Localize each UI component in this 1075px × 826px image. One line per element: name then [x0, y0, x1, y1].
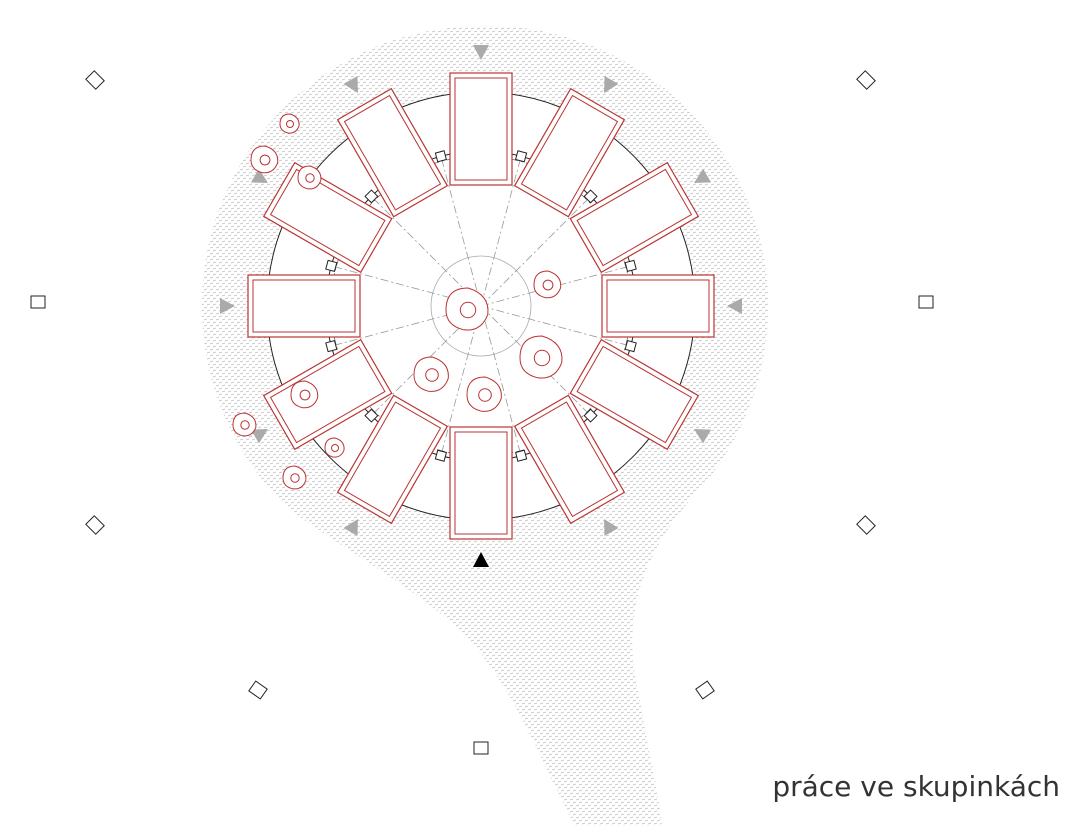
column — [516, 151, 527, 162]
person — [251, 146, 278, 173]
person — [534, 271, 561, 298]
column — [326, 341, 337, 352]
person — [291, 381, 318, 408]
column — [625, 260, 636, 271]
post — [696, 681, 714, 699]
post — [857, 71, 875, 89]
post — [474, 742, 488, 754]
person — [298, 166, 321, 189]
post — [857, 516, 875, 534]
column — [435, 151, 446, 162]
post — [249, 681, 267, 699]
caption: práce ve skupinkách — [772, 770, 1060, 803]
person — [325, 438, 344, 457]
panel — [450, 427, 512, 539]
column — [326, 260, 337, 271]
post — [86, 516, 104, 534]
person — [283, 466, 306, 489]
panel — [602, 275, 714, 337]
post — [919, 296, 933, 308]
post — [31, 296, 45, 308]
panel — [450, 73, 512, 185]
floor-plan: práce ve skupinkách — [0, 0, 1075, 826]
column — [516, 450, 527, 461]
person — [233, 413, 256, 436]
panel — [248, 275, 360, 337]
column — [625, 341, 636, 352]
column — [435, 450, 446, 461]
person — [280, 114, 299, 133]
post — [86, 71, 104, 89]
